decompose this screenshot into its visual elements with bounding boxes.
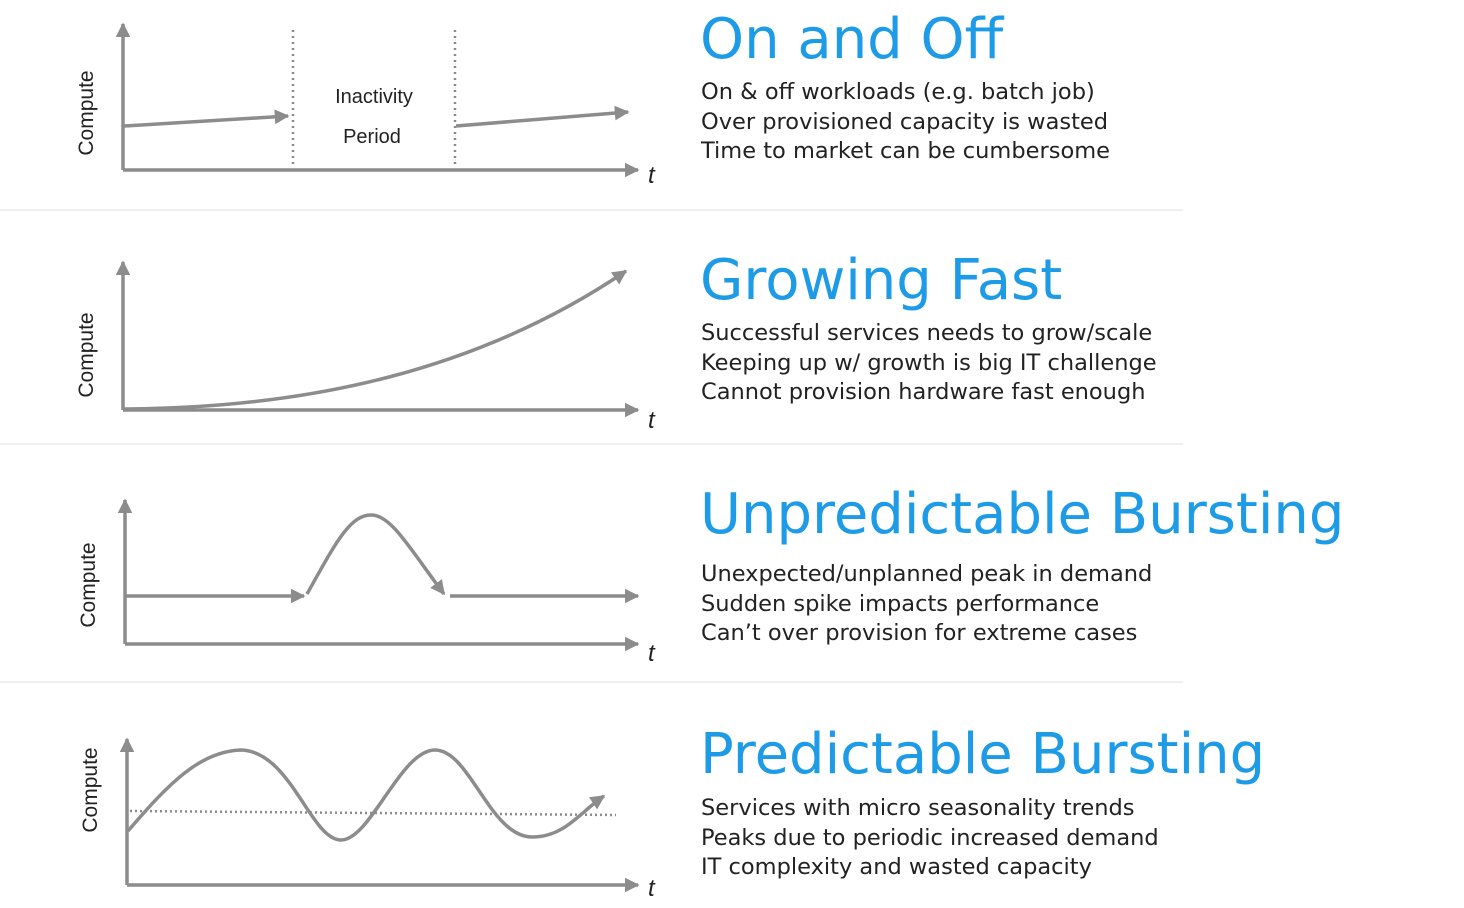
x-axis-label: t: [648, 162, 656, 189]
description-list: Unexpected/unplanned peak in demand Sudd…: [701, 560, 1152, 649]
section-divider: [0, 681, 1183, 683]
section-title: Unpredictable Bursting: [700, 482, 1345, 547]
description-line: Can’t over provision for extreme cases: [701, 620, 1138, 646]
section-title: Growing Fast: [700, 248, 1063, 313]
description-line: Peaks due to periodic increased demand: [701, 824, 1159, 851]
section-divider: [0, 209, 1183, 211]
section-growing-fast: Compute t Growing Fast Successful servic…: [0, 240, 1464, 440]
description-list: Services with micro seasonality trends P…: [701, 794, 1159, 883]
period-label: Period: [343, 126, 401, 148]
description-line: IT complexity and wasted capacity: [701, 854, 1092, 880]
on-and-off-chart: Compute t Inactivity Period: [75, 22, 656, 189]
section-on-and-off: Compute t Inactivity Period On and Off O…: [0, 0, 1464, 210]
burst-curve: [305, 513, 446, 596]
section-title: Predictable Bursting: [700, 722, 1266, 787]
unpredictable-bursting-chart: Compute t: [77, 498, 656, 667]
section-title: On and Off: [700, 7, 1004, 72]
description-line: Successful services needs to grow/scale: [701, 320, 1153, 346]
section-predictable-bursting: Compute t Predictable Bursting Services …: [0, 712, 1464, 908]
growth-curve: [123, 269, 628, 411]
x-axis-label: t: [648, 875, 656, 902]
x-axis-label: t: [648, 640, 656, 667]
seasonal-curve: [126, 748, 606, 842]
description-line: On & off workloads (e.g. batch job): [701, 79, 1095, 105]
description-line: Unexpected/unplanned peak in demand: [701, 561, 1153, 587]
y-axis-label: Compute: [77, 542, 100, 627]
description-line: Keeping up w/ growth is big IT challenge: [701, 349, 1157, 376]
description-line: Over provisioned capacity is wasted: [701, 108, 1109, 135]
workload-line-after: [455, 105, 630, 128]
inactivity-label: Inactivity: [335, 86, 413, 108]
average-line: [129, 809, 617, 817]
description-line: Sudden spike impacts performance: [701, 590, 1100, 617]
description-line: Time to market can be cumbersome: [701, 138, 1110, 164]
description-line: Cannot provision hardware fast enough: [701, 379, 1146, 405]
growing-fast-chart: Compute t: [75, 260, 656, 434]
y-axis-label: Compute: [75, 70, 98, 155]
y-axis-label: Compute: [79, 747, 102, 832]
section-divider: [0, 443, 1183, 445]
y-axis-label: Compute: [75, 312, 98, 397]
predictable-bursting-chart: Compute t: [79, 737, 656, 902]
description-list: Successful services needs to grow/scale …: [701, 319, 1157, 408]
description-list: On & off workloads (e.g. batch job) Over…: [701, 78, 1110, 167]
workload-line-before: [123, 109, 290, 128]
section-unpredictable-bursting: Compute t Unpredictable Bursting Unexpec…: [0, 474, 1464, 674]
description-line: Services with micro seasonality trends: [701, 795, 1135, 821]
x-axis-label: t: [648, 407, 656, 434]
